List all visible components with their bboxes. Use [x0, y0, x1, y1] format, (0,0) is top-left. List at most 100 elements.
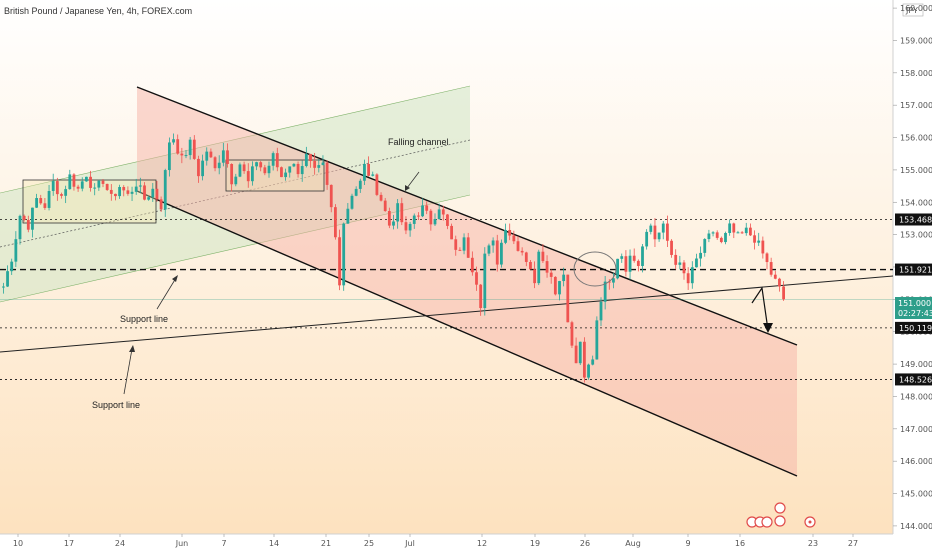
candle-body	[441, 209, 445, 215]
candle-body	[242, 164, 246, 172]
candle-body	[292, 163, 296, 167]
candle-body	[487, 245, 491, 254]
candle-body	[450, 225, 453, 240]
candle-body	[591, 359, 595, 365]
candle-body	[715, 232, 719, 238]
candle-body	[68, 174, 72, 190]
falling-channel-lower	[136, 190, 798, 477]
event-marker-4[interactable]	[774, 502, 786, 514]
candle-body	[649, 225, 653, 232]
event-markers[interactable]	[746, 502, 816, 528]
candle-body	[325, 162, 329, 185]
level-badge-label: 153.468	[899, 215, 932, 224]
candle-body	[757, 240, 761, 243]
candle-body	[462, 237, 466, 251]
candle-body	[221, 150, 225, 163]
candle-body	[275, 153, 279, 168]
candle-body	[458, 249, 462, 251]
candle-body	[188, 139, 192, 156]
candle-body	[686, 273, 690, 284]
candle-body	[251, 166, 254, 182]
projection-path	[751, 286, 769, 331]
candle-body	[93, 187, 97, 189]
candle-body	[22, 215, 26, 221]
candle-body	[97, 180, 101, 188]
candle-body	[296, 163, 300, 175]
time-tick-label: Jul	[404, 539, 415, 548]
level-badge-label: 148.526	[899, 375, 932, 384]
candle-body	[354, 188, 358, 196]
candle-body	[246, 171, 250, 182]
candle-body	[105, 183, 109, 190]
candle-body	[130, 191, 134, 194]
currency-box[interactable]	[902, 3, 924, 17]
candle-body	[595, 320, 599, 360]
candle-body	[400, 203, 404, 223]
event-marker-5[interactable]	[774, 515, 786, 527]
candle-body	[690, 267, 694, 284]
candle-body	[491, 240, 495, 246]
candle-body	[172, 139, 175, 143]
candle-body	[761, 240, 765, 254]
candle-body	[321, 162, 325, 166]
time-tick-label: 10	[13, 539, 23, 548]
candle-body	[329, 184, 333, 208]
support-line-pointer-2	[123, 348, 133, 395]
candle-body	[392, 221, 395, 226]
candle-body	[271, 153, 275, 166]
time-tick-label: 25	[364, 539, 374, 548]
price-tick-label: 153.000	[900, 231, 932, 240]
candle-body	[197, 158, 200, 177]
candle-body	[263, 167, 267, 174]
candle-body	[753, 235, 756, 243]
candle-body	[616, 258, 619, 279]
candle-body	[607, 281, 611, 283]
candle-body	[437, 209, 441, 219]
candle-body	[259, 162, 263, 168]
candle-body	[85, 176, 88, 182]
time-tick-label: 27	[848, 539, 858, 548]
candle-body	[184, 155, 188, 157]
candle-body	[180, 153, 184, 156]
support-line-pointer-head-1	[172, 275, 178, 282]
candle-body	[740, 232, 744, 234]
candle-body	[350, 195, 354, 209]
time-ticks-group: 10 17 24 Jun 7 14 21 25 Jul 12 19 26 Aug 9 16 23 27	[13, 534, 858, 548]
candle-body	[114, 193, 117, 197]
candle-body	[520, 250, 524, 253]
candle-body	[60, 194, 63, 196]
candle-body	[500, 242, 503, 265]
candle-body	[674, 254, 678, 265]
candle-body	[26, 220, 30, 230]
candle-body	[483, 253, 487, 309]
time-axis-background	[0, 534, 893, 550]
candle-body	[744, 227, 748, 234]
candle-body	[201, 160, 204, 177]
level-badge	[895, 263, 932, 276]
candle-body	[504, 230, 507, 243]
candle-body	[533, 269, 536, 284]
candle-body	[645, 231, 649, 247]
price-tick-label: 145.000	[900, 490, 932, 499]
time-tick-label: 17	[64, 539, 74, 548]
time-tick-label: 24	[115, 539, 125, 548]
support-trend-line	[0, 275, 894, 353]
candle-body	[151, 188, 155, 198]
candle-body	[404, 222, 408, 231]
candle-body	[122, 187, 126, 191]
candle-body	[695, 258, 698, 268]
candle-body	[284, 172, 287, 178]
candle-body	[89, 176, 92, 188]
event-marker-3[interactable]	[761, 516, 773, 528]
candle-body	[749, 227, 752, 236]
candle-body	[599, 301, 603, 321]
candle-body	[636, 260, 640, 266]
candle-body	[304, 153, 308, 167]
price-tick-label: 149.000	[900, 360, 932, 369]
candle-body	[541, 251, 545, 262]
candle-body	[226, 150, 229, 164]
candle-body	[379, 194, 383, 201]
candle-body	[678, 262, 682, 265]
candle-body	[358, 180, 362, 189]
